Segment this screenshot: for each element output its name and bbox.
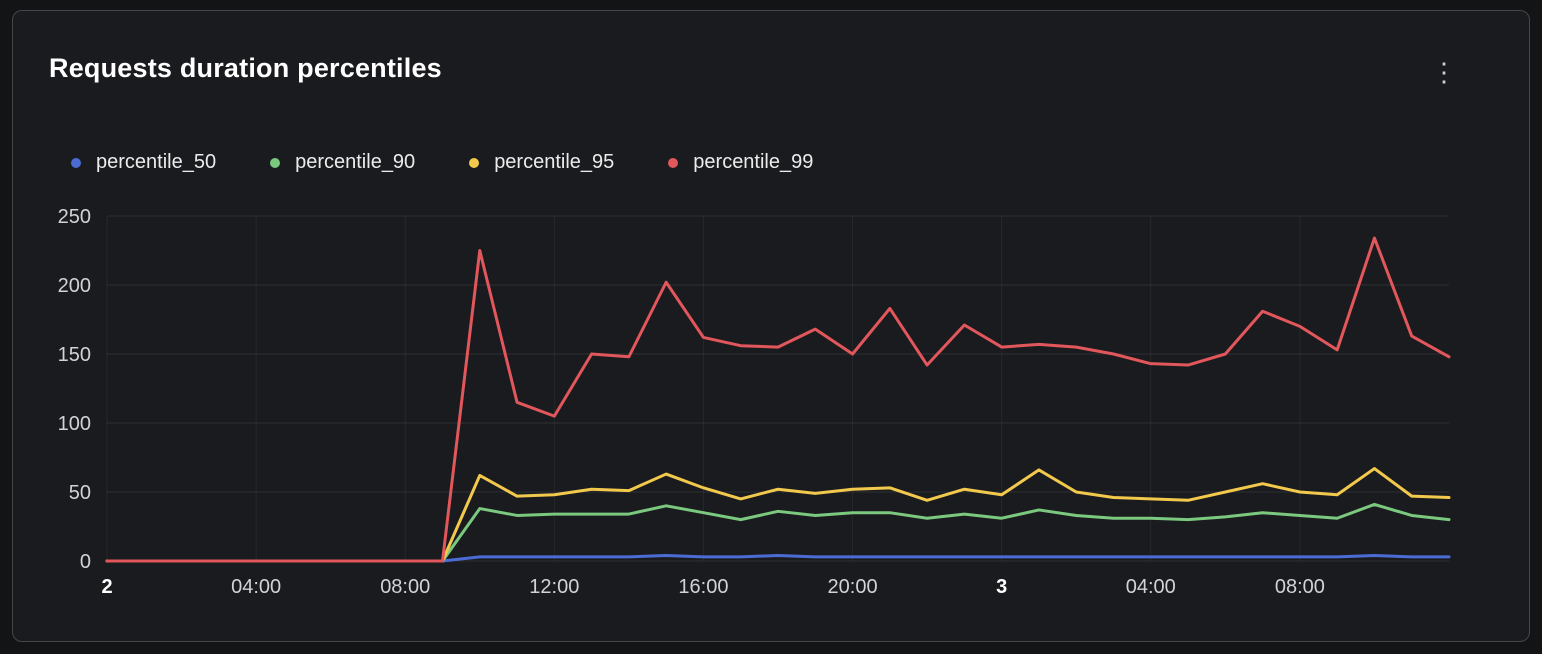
y-tick-label: 100 bbox=[58, 413, 91, 435]
legend-label-percentile-90: percentile_90 bbox=[295, 151, 416, 173]
panel-requests-duration-percentiles: Requests duration percentiles ⋮ percenti… bbox=[12, 10, 1530, 642]
x-tick-label: 12:00 bbox=[529, 576, 579, 598]
chart-svg: 0 50 100 150 200 250 2 04:00 08:00 12:00 16:00 20:0… bbox=[58, 206, 1451, 598]
panel-header: Requests duration percentiles bbox=[49, 53, 1493, 84]
legend-item-percentile-95[interactable]: percentile_95 bbox=[469, 151, 614, 174]
x-tick-label: 04:00 bbox=[1126, 576, 1176, 598]
x-tick-label: 04:00 bbox=[231, 576, 281, 598]
y-tick-label: 200 bbox=[58, 275, 91, 297]
y-tick-label: 150 bbox=[58, 344, 91, 366]
percentile-99-marker-icon bbox=[668, 157, 679, 168]
series-line-percentile_90 bbox=[105, 502, 1451, 563]
kebab-menu-icon: ⋮ bbox=[1431, 57, 1457, 87]
chart-legend: percentile_50 percentile_90 percentile_9… bbox=[71, 151, 867, 174]
legend-label-percentile-95: percentile_95 bbox=[494, 151, 615, 173]
x-tick-label: 2 bbox=[101, 576, 112, 598]
legend-item-percentile-90[interactable]: percentile_90 bbox=[270, 151, 415, 174]
legend-item-percentile-50[interactable]: percentile_50 bbox=[71, 151, 216, 174]
legend-label-percentile-50: percentile_50 bbox=[96, 151, 217, 173]
x-tick-label: 08:00 bbox=[1275, 576, 1325, 598]
legend-label-percentile-99: percentile_99 bbox=[693, 151, 814, 173]
y-tick-label: 250 bbox=[58, 206, 91, 228]
series-line-percentile_99 bbox=[105, 236, 1451, 563]
panel-menu-button[interactable]: ⋮ bbox=[1427, 55, 1461, 89]
legend-item-percentile-99[interactable]: percentile_99 bbox=[668, 151, 813, 174]
chart-plot-area[interactable]: 0 50 100 150 200 250 2 04:00 08:00 12:00 16:00 20:0… bbox=[25, 196, 1519, 626]
x-tick-label: 16:00 bbox=[678, 576, 728, 598]
y-tick-label: 50 bbox=[69, 482, 91, 504]
x-tick-label: 08:00 bbox=[380, 576, 430, 598]
y-tick-label: 0 bbox=[80, 551, 91, 573]
x-tick-label: 20:00 bbox=[828, 576, 878, 598]
panel-title: Requests duration percentiles bbox=[49, 53, 442, 83]
percentile-50-marker-icon bbox=[71, 157, 81, 168]
percentile-90-marker-icon bbox=[270, 157, 281, 168]
percentile-95-marker-icon bbox=[469, 157, 480, 168]
x-tick-label: 3 bbox=[996, 576, 1007, 598]
